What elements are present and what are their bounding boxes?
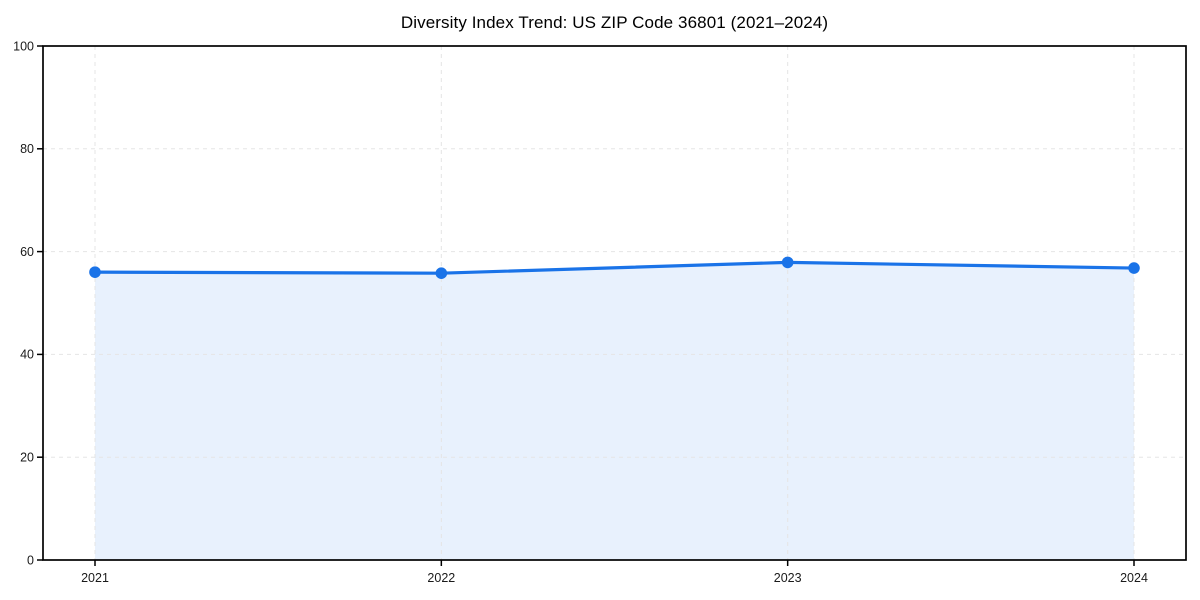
x-tick-label: 2024 <box>1120 571 1148 585</box>
data-point-2024 <box>1128 262 1140 274</box>
data-point-2022 <box>435 267 448 279</box>
plot-border <box>42 45 1187 561</box>
data-point-2021 <box>89 266 101 278</box>
data-point-2023 <box>781 256 794 269</box>
y-tick-label: 0 <box>27 553 34 567</box>
y-tick-label: 40 <box>20 348 34 362</box>
trend-line <box>93 260 1136 275</box>
x-tick-label: 2023 <box>774 571 802 585</box>
chart-title: Diversity Index Trend: US ZIP Code 36801… <box>400 13 829 32</box>
y-tick-label: 60 <box>20 245 34 259</box>
y-tick-label: 20 <box>20 451 34 465</box>
x-tick-label: 2022 <box>427 571 455 585</box>
x-tick-label: 2021 <box>81 571 109 585</box>
y-tick-label: 100 <box>13 39 34 53</box>
y-tick-label: 80 <box>20 142 34 156</box>
area-fill <box>95 262 1134 560</box>
